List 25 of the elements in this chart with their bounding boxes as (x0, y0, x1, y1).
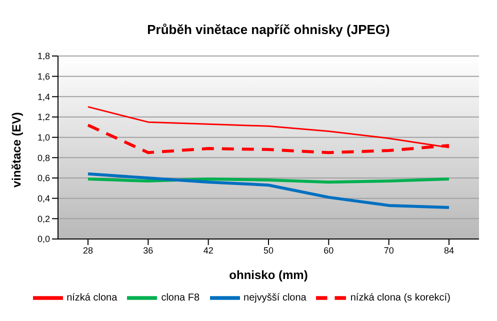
legend-label: nejvyšší clona (244, 292, 306, 304)
x-tick-label: 28 (82, 245, 94, 256)
y-tick-label: 0,4 (37, 194, 50, 204)
chart-title: Průběh vinětace napříč ohnisky (JPEG) (146, 21, 391, 39)
x-tick-label: 70 (384, 245, 394, 256)
x-tick-label: 42 (203, 245, 214, 256)
y-tick-label: 1,2 (37, 112, 50, 122)
x-tick-label: 50 (263, 245, 274, 256)
line-series (86, 172, 450, 209)
x-tick-label: 84 (444, 245, 454, 256)
y-tick-label: 0,2 (37, 214, 50, 224)
x-axis-title: ohnisko (mm) (229, 268, 308, 282)
x-tick-label: 60 (324, 245, 334, 256)
y-tick-label: 0,6 (37, 173, 50, 184)
y-tick-label: 1,4 (37, 92, 50, 102)
legend-label: nízká clona (s korekcí) (350, 292, 450, 304)
y-tick-label: 0,0 (37, 234, 50, 244)
y-tick-label: 1,8 (37, 51, 50, 62)
y-axis-title: vinětace (EV) (9, 112, 24, 188)
y-tick-label: 1,0 (37, 132, 50, 143)
x-tick-label: 36 (143, 245, 154, 256)
y-tick-label: 0,8 (37, 152, 50, 163)
legend-label: clona F8 (161, 292, 200, 304)
y-tick-label: 1,6 (37, 72, 50, 82)
legend-label: nízká clona (66, 292, 118, 304)
